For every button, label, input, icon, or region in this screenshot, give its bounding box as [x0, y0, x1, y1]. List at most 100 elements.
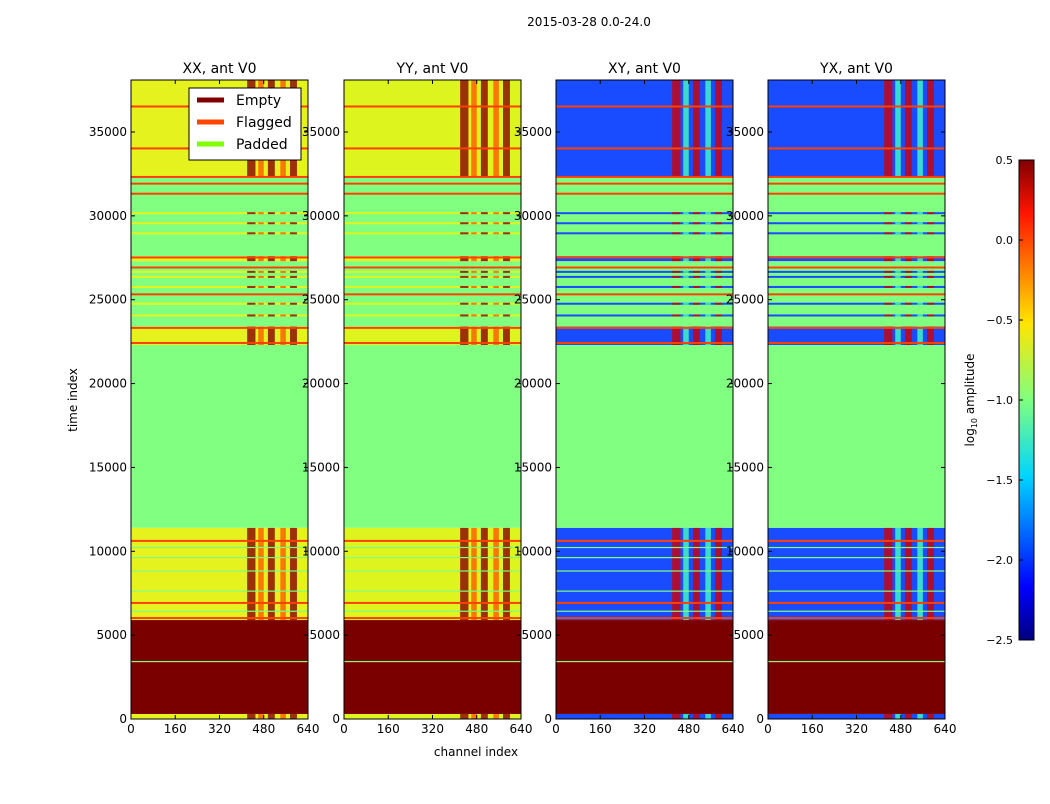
- flagged-row: [344, 256, 521, 259]
- hot-channel-strip: [917, 302, 923, 305]
- hot-channel-strip: [692, 232, 700, 235]
- flagged-row: [768, 617, 945, 620]
- padded-row: [556, 610, 733, 612]
- hot-channel-strip: [683, 270, 689, 273]
- panel-title: YY, ant V0: [396, 61, 469, 77]
- hot-channel-strip: [267, 222, 275, 225]
- hot-channel-strip: [705, 222, 711, 225]
- flagged-row: [131, 601, 308, 604]
- hot-channel-strip: [672, 314, 681, 317]
- heatmap: [556, 80, 733, 719]
- x-tick-label: 640: [297, 722, 320, 736]
- hot-channel-strip: [280, 713, 286, 719]
- hot-channel-strip: [895, 222, 901, 225]
- padded-band: [131, 344, 308, 528]
- data-row: [344, 275, 521, 278]
- hot-channel-strip: [493, 256, 499, 262]
- empty-band: [768, 620, 945, 714]
- hot-channel-strip: [290, 270, 297, 273]
- data-row: [131, 270, 308, 273]
- hot-channel-strip: [672, 326, 681, 345]
- x-tick-label: 640: [722, 722, 745, 736]
- flagged-row: [131, 539, 308, 542]
- hot-channel-strip: [280, 302, 286, 305]
- hot-channel-strip: [917, 713, 923, 719]
- hot-channel-strip: [705, 275, 711, 278]
- hot-channel-strip: [683, 326, 689, 345]
- hot-channel-strip: [927, 212, 934, 215]
- hot-channel-strip: [290, 256, 297, 262]
- hot-channel-strip: [927, 222, 934, 225]
- padded-band: [556, 177, 733, 257]
- flagged-row: [556, 341, 733, 344]
- data-band: [344, 80, 521, 178]
- y-tick-label: 10000: [302, 544, 340, 558]
- flagged-row: [344, 192, 521, 195]
- hot-channel-strip: [471, 314, 477, 317]
- hot-channel-strip: [267, 713, 275, 719]
- hot-channel-strip: [884, 314, 893, 317]
- hot-channel-strip: [683, 713, 689, 719]
- data-row: [131, 232, 308, 235]
- hot-channel-strip: [917, 314, 923, 317]
- hot-channel-strip: [917, 232, 923, 235]
- hot-channel-strip: [884, 527, 893, 621]
- data-row: [556, 232, 733, 235]
- hot-channel-strip: [503, 275, 510, 278]
- flagged-row: [344, 182, 521, 185]
- flagged-row: [556, 601, 733, 604]
- colorbar-tick-label: −0.5: [986, 314, 1013, 327]
- colorbar-tick-label: −1.5: [986, 474, 1013, 487]
- hot-channel-strip: [917, 222, 923, 225]
- hot-channel-strip: [460, 270, 469, 273]
- flagged-row: [768, 256, 945, 259]
- hot-channel-strip: [895, 275, 901, 278]
- hot-channel-strip: [480, 222, 488, 225]
- hot-channel-strip: [683, 80, 689, 178]
- hot-channel-strip: [715, 302, 722, 305]
- padded-row: [768, 590, 945, 592]
- x-tick-label: 640: [510, 722, 533, 736]
- data-row: [344, 222, 521, 225]
- x-tick-label: 0: [552, 722, 560, 736]
- hot-channel-strip: [904, 256, 912, 262]
- flagged-row: [768, 293, 945, 296]
- padded-row: [556, 546, 733, 549]
- hot-channel-strip: [705, 527, 711, 621]
- hot-channel-strip: [480, 326, 488, 345]
- padded-band: [768, 344, 945, 528]
- hot-channel-strip: [503, 527, 510, 621]
- data-row: [344, 314, 521, 317]
- hot-channel-strip: [258, 212, 264, 215]
- padded-row: [556, 570, 733, 572]
- hot-channel-strip: [460, 256, 469, 262]
- hot-channel-strip: [471, 232, 477, 235]
- padded-band: [556, 344, 733, 528]
- hot-channel-strip: [290, 314, 297, 317]
- hot-channel-strip: [460, 222, 469, 225]
- hot-channel-strip: [280, 256, 286, 262]
- hot-channel-strip: [705, 713, 711, 719]
- hot-channel-strip: [471, 285, 477, 288]
- hot-channel-strip: [258, 314, 264, 317]
- hot-channel-strip: [471, 713, 477, 719]
- data-row: [768, 232, 945, 235]
- hot-channel-strip: [884, 256, 893, 262]
- hot-channel-strip: [258, 527, 264, 621]
- data-row: [131, 222, 308, 225]
- hot-channel-strip: [705, 326, 711, 345]
- hot-channel-strip: [895, 212, 901, 215]
- hot-channel-strip: [904, 232, 912, 235]
- hot-channel-strip: [715, 326, 722, 345]
- x-tick-label: 480: [677, 722, 700, 736]
- hot-channel-strip: [672, 256, 681, 262]
- flagged-row: [131, 256, 308, 259]
- hot-channel-strip: [503, 232, 510, 235]
- padded-row: [768, 610, 945, 612]
- colorbar-tick-label: −2.5: [986, 634, 1013, 647]
- hot-channel-strip: [258, 713, 264, 719]
- hot-channel-strip: [672, 285, 681, 288]
- padded-row: [344, 546, 521, 549]
- y-tick-label: 35000: [514, 125, 552, 139]
- flagged-row: [768, 601, 945, 604]
